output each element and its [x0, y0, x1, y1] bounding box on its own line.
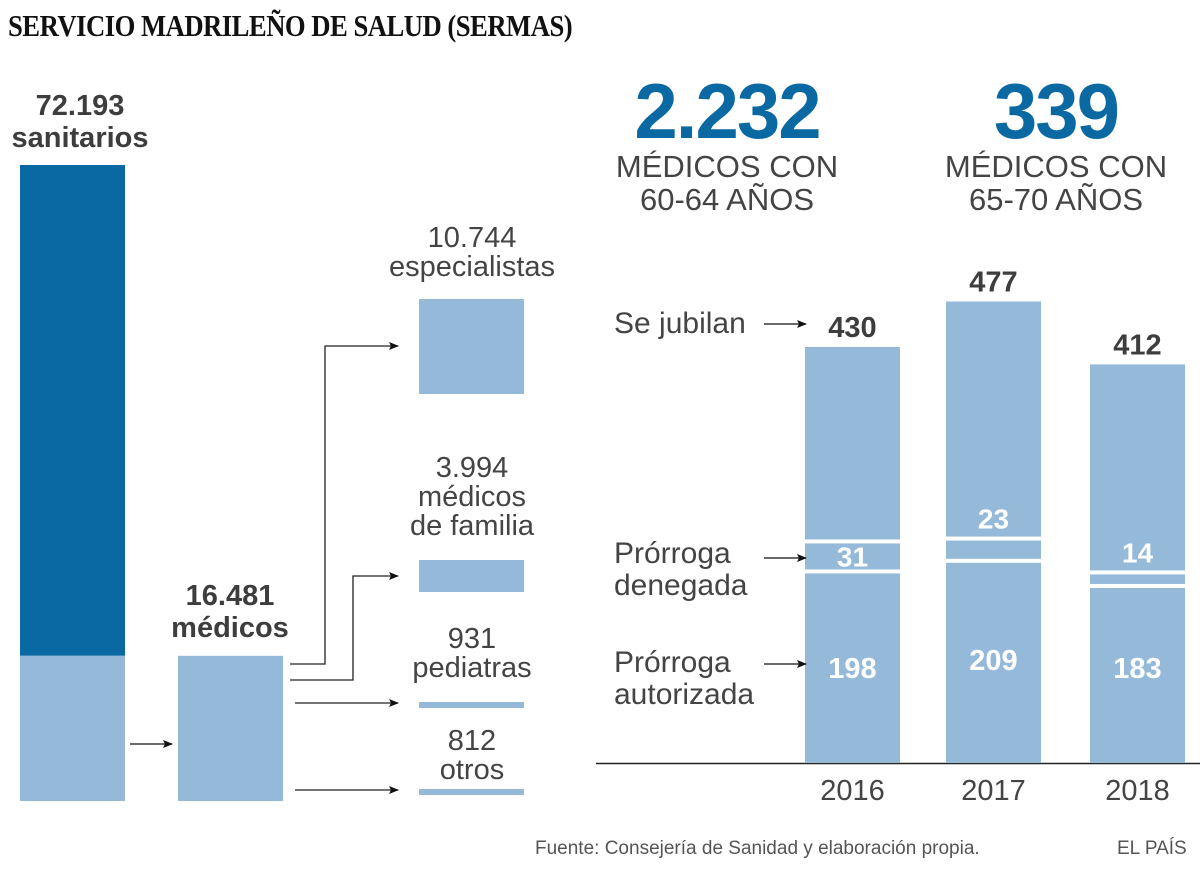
- highlight-65-70-value: 339: [993, 67, 1120, 155]
- otros-text: otros: [439, 754, 505, 786]
- separator-denegada-2017: [946, 536, 1041, 541]
- denegada-label-2017: 23: [978, 504, 1009, 535]
- connector-familia: [290, 572, 399, 681]
- highlight-65-70: 339 MÉDICOS CON 65-70 AÑOS: [926, 72, 1186, 217]
- x-tick-label-2018: 2018: [1105, 775, 1170, 807]
- connector-especialistas: [290, 342, 399, 665]
- breakdown-bar-3: [419, 789, 524, 795]
- medicos-value: 16.481: [185, 580, 275, 612]
- x-tick-label-2017: 2017: [961, 775, 1026, 807]
- separator-denegada-2016: [805, 539, 900, 544]
- breakdown-bar-1: [419, 560, 524, 592]
- infographic-title: SERVICIO MADRILEÑO DE SALUD (SERMAS): [8, 8, 573, 43]
- otros-value: 812: [447, 725, 497, 757]
- otros-label: 812 otros: [372, 727, 572, 785]
- annotation-denegada-line2: denegada: [614, 569, 748, 603]
- separator-autorizada-2018: [1090, 583, 1185, 588]
- footer-brand: EL PAÍS: [1117, 838, 1187, 859]
- autorizada-label-2016: 198: [828, 653, 876, 685]
- bar-total-2017: [946, 301, 1041, 763]
- especialistas-text: especialistas: [388, 251, 556, 283]
- highlight-60-64-value: 2.232: [634, 67, 821, 155]
- highlight-65-70-line1: MÉDICOS CON: [944, 149, 1168, 184]
- pediatras-text: pediatras: [412, 652, 532, 684]
- familia-label: 3.994 médicos de familia: [372, 454, 572, 541]
- separator-denegada-2018: [1090, 570, 1185, 575]
- familia-text-1: médicos: [418, 481, 526, 513]
- sanitarios-bar-medicos: [20, 655, 125, 801]
- bar-total-2018: [1090, 364, 1185, 763]
- denegada-label-2018: 14: [1122, 537, 1154, 568]
- sanitarios-label: 72.193 sanitarios: [0, 90, 160, 155]
- highlight-60-64-line1: MÉDICOS CON: [615, 149, 839, 184]
- total-label-2018: 412: [1113, 329, 1161, 361]
- footer-source: Fuente: Consejería de Sanidad y elaborac…: [535, 838, 980, 859]
- bar-total-2016: [805, 347, 900, 763]
- autorizada-label-2017: 209: [969, 645, 1017, 677]
- denegada-label-2016: 31: [837, 541, 868, 572]
- total-label-2016: 430: [828, 312, 876, 344]
- pediatras-value: 931: [447, 623, 497, 655]
- autorizada-label-2018: 183: [1113, 653, 1161, 685]
- sanitarios-text: sanitarios: [11, 122, 149, 155]
- medicos-label: 16.481 médicos: [150, 580, 310, 645]
- highlight-60-64: 2.232 MÉDICOS CON 60-64 AÑOS: [597, 72, 857, 217]
- highlight-65-70-line2: 65-70 AÑOS: [968, 182, 1144, 218]
- x-tick-label-2016: 2016: [820, 775, 885, 807]
- total-label-2017: 477: [969, 267, 1017, 299]
- annotation-autorizada-line2: autorizada: [614, 678, 755, 712]
- medicos-box: [178, 655, 283, 801]
- annotation-se-jubilan: Se jubilan: [614, 307, 746, 340]
- separator-autorizada-2016: [805, 569, 900, 574]
- highlight-60-64-line2: 60-64 AÑOS: [639, 182, 815, 218]
- familia-text-2: de familia: [409, 510, 535, 542]
- pediatras-label: 931 pediatras: [372, 625, 572, 683]
- especialistas-label: 10.744 especialistas: [372, 224, 572, 282]
- breakdown-bar-0: [419, 299, 524, 394]
- separator-autorizada-2017: [946, 558, 1041, 563]
- annotation-autorizada-line1: Prórroga: [614, 646, 731, 679]
- especialistas-value: 10.744: [427, 222, 517, 254]
- annotation-autorizada: Prórroga autorizada: [614, 646, 755, 712]
- sanitarios-bar-other: [20, 165, 125, 656]
- annotation-denegada: Prórroga denegada: [614, 537, 748, 603]
- breakdown-bar-2: [419, 702, 524, 708]
- annotation-denegada-line1: Prórroga: [614, 537, 731, 570]
- sanitarios-value: 72.193: [35, 90, 125, 122]
- familia-value: 3.994: [435, 452, 509, 484]
- medicos-text: médicos: [171, 612, 289, 645]
